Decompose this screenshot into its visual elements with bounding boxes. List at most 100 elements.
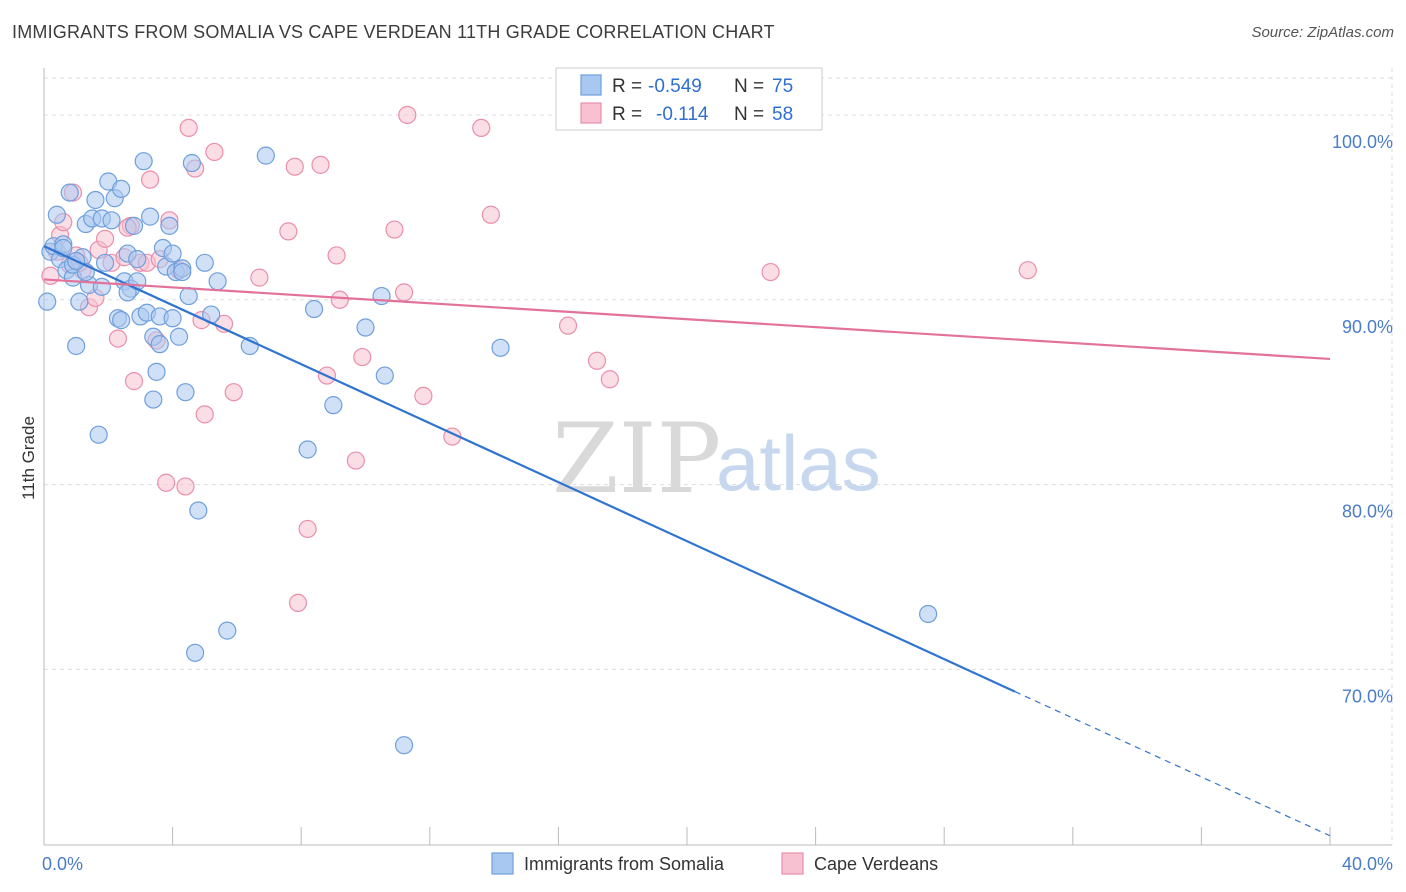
legend-n-value-1: 75 <box>772 76 793 97</box>
somalia-point-57 <box>356 318 375 337</box>
cape-verdean-point-44 <box>385 220 404 239</box>
cape-verdean-point-37 <box>298 519 317 539</box>
y-tick-label-1: 80.0% <box>1342 502 1393 522</box>
cape-verdean-point-13 <box>108 329 128 348</box>
x-tick-label-0: 0.0% <box>42 854 83 874</box>
legend-r-value-2: -0.114 <box>656 104 709 125</box>
cape-verdean-point-51 <box>558 316 578 335</box>
cape-verdean-point-33 <box>250 268 269 287</box>
somalia-point-71 <box>163 309 182 328</box>
bottom-legend-label-somalia: Immigrants from Somalia <box>524 854 725 874</box>
cape-verdean-point-35 <box>285 157 304 176</box>
cape-verdean-point-25 <box>176 477 195 496</box>
somalia-point-62 <box>919 604 938 624</box>
somalia-point-43 <box>176 383 195 402</box>
cape-verdean-point-26 <box>179 118 198 138</box>
y-axis-label: 11th Grade <box>19 416 38 500</box>
somalia-point-33 <box>144 390 163 409</box>
somalia-point-56 <box>324 396 343 415</box>
somalia-point-54 <box>298 440 317 459</box>
somalia-point-15 <box>86 190 105 210</box>
somalia-point-68 <box>128 250 147 269</box>
cape-verdean-point-29 <box>195 405 214 424</box>
y-tick-label-3: 100.0% <box>1332 132 1393 152</box>
somalia-point-3 <box>47 205 66 224</box>
cape-verdean-point-38 <box>311 155 330 174</box>
bottom-legend-swatch-somalia <box>491 852 514 875</box>
bottom-legend-swatch-cape-verdeans <box>781 852 804 875</box>
somalia-point-50 <box>208 272 227 291</box>
somalia-point-67 <box>112 311 131 330</box>
somalia-point-18 <box>95 253 115 272</box>
cape-verdean-point-34 <box>279 222 298 241</box>
cape-verdean-point-30 <box>205 142 224 162</box>
cape-verdean-point-40 <box>327 246 346 265</box>
cape-verdean-point-46 <box>398 105 417 125</box>
somalia-points <box>38 146 938 755</box>
somalia-point-27 <box>124 216 144 235</box>
somalia-point-16 <box>89 425 108 444</box>
cape-verdean-point-11 <box>95 229 115 248</box>
somalia-point-20 <box>102 211 121 230</box>
axes <box>43 68 1392 846</box>
somalia-point-32 <box>140 207 160 226</box>
cape-verdean-point-54 <box>761 262 780 282</box>
cape-verdean-point-22 <box>157 473 176 492</box>
cape-verdean-point-16 <box>124 372 144 391</box>
legend-swatch-somalia <box>580 74 602 96</box>
somalia-trend-extension <box>1014 691 1331 837</box>
somalia-point-30 <box>134 152 153 171</box>
y-tick-label-0: 70.0% <box>1342 686 1393 706</box>
cape-verdean-point-55 <box>1018 261 1037 280</box>
somalia-point-66 <box>92 277 111 296</box>
somalia-point-61 <box>491 338 510 357</box>
somalia-point-10 <box>70 292 89 311</box>
somalia-point-55 <box>304 299 324 319</box>
cape-verdean-trend-line <box>43 278 1331 361</box>
legend-n-label-1: N = <box>734 76 764 97</box>
somalia-point-70 <box>150 335 169 354</box>
cape-verdean-point-43 <box>353 347 372 367</box>
cape-verdean-point-41 <box>330 290 349 309</box>
somalia-point-44 <box>179 286 198 306</box>
somalia-trend-line <box>43 245 1016 693</box>
cape-verdean-point-32 <box>224 383 243 402</box>
cape-verdean-point-36 <box>288 593 308 612</box>
bottom-legend-label-cape-verdeans: Cape Verdeans <box>814 854 938 874</box>
cape-verdean-point-49 <box>472 118 491 138</box>
legend-n-value-2: 58 <box>772 104 793 125</box>
watermark-atlas: atlas <box>716 419 881 507</box>
legend-r-value-1: -0.549 <box>648 76 702 97</box>
somalia-point-51 <box>218 621 237 640</box>
legend-n-label-2: N = <box>734 104 764 125</box>
cape-verdean-point-53 <box>600 370 619 389</box>
somalia-point-45 <box>182 153 201 173</box>
somalia-point-46 <box>186 643 205 662</box>
y-tick-label-2: 90.0% <box>1342 317 1393 337</box>
trend-lines <box>43 245 1331 837</box>
y-tick-labels: 70.0% 80.0% 90.0% 100.0% <box>1332 132 1393 706</box>
cape-verdean-point-42 <box>346 451 365 470</box>
somalia-point-58 <box>372 286 391 306</box>
somalia-point-72 <box>173 262 192 282</box>
somalia-point-9 <box>67 336 86 356</box>
gridlines <box>44 68 1393 845</box>
x-tick-label-1: 40.0% <box>1342 854 1393 874</box>
somalia-point-48 <box>195 253 214 272</box>
somalia-point-39 <box>163 244 182 263</box>
somalia-point-41 <box>169 327 189 346</box>
somalia-point-60 <box>394 736 414 755</box>
chart-title: IMMIGRANTS FROM SOMALIA VS CAPE VERDEAN … <box>12 22 775 42</box>
cape-verdean-point-0 <box>41 266 60 285</box>
source-credit: Source: ZipAtlas.com <box>1251 24 1394 41</box>
somalia-point-0 <box>38 292 57 311</box>
legend-r-label-1: R = <box>612 76 642 97</box>
cape-verdeans-points <box>41 105 1037 612</box>
somalia-point-47 <box>189 501 208 520</box>
watermark: ZIP atlas <box>552 403 881 515</box>
somalia-point-23 <box>112 179 131 198</box>
correlation-legend: R = -0.549 N = 75 R = -0.114 N = 58 <box>555 67 823 131</box>
somalia-point-53 <box>256 146 275 165</box>
cape-verdean-point-50 <box>481 205 500 224</box>
